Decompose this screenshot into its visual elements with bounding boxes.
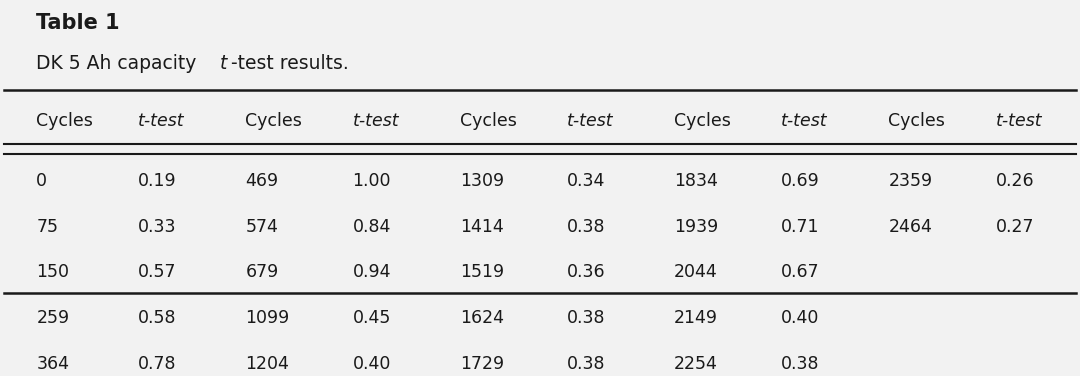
Text: 1.00: 1.00 [352, 172, 391, 190]
Text: Cycles: Cycles [888, 112, 945, 130]
Text: 0.34: 0.34 [567, 172, 605, 190]
Text: 0.84: 0.84 [352, 218, 391, 236]
Text: 0: 0 [37, 172, 48, 190]
Text: t-test: t-test [567, 112, 613, 130]
Text: 0.38: 0.38 [567, 309, 605, 327]
Text: 0.40: 0.40 [781, 309, 820, 327]
Text: 0.71: 0.71 [781, 218, 820, 236]
Text: t-test: t-test [996, 112, 1042, 130]
Text: 1204: 1204 [245, 355, 289, 373]
Text: t: t [220, 54, 227, 73]
Text: 0.45: 0.45 [352, 309, 391, 327]
Text: t-test: t-test [781, 112, 827, 130]
Text: Cycles: Cycles [460, 112, 516, 130]
Text: 364: 364 [37, 355, 69, 373]
Text: t-test: t-test [138, 112, 185, 130]
Text: 259: 259 [37, 309, 69, 327]
Text: 2254: 2254 [674, 355, 718, 373]
Text: 2359: 2359 [888, 172, 932, 190]
Text: 1624: 1624 [460, 309, 503, 327]
Text: 0.40: 0.40 [352, 355, 391, 373]
Text: 1309: 1309 [460, 172, 503, 190]
Text: 2044: 2044 [674, 264, 718, 282]
Text: 1414: 1414 [460, 218, 503, 236]
Text: 0.78: 0.78 [138, 355, 177, 373]
Text: 1099: 1099 [245, 309, 289, 327]
Text: 0.38: 0.38 [567, 218, 605, 236]
Text: 75: 75 [37, 218, 58, 236]
Text: 0.19: 0.19 [138, 172, 177, 190]
Text: Cycles: Cycles [674, 112, 731, 130]
Text: 0.57: 0.57 [138, 264, 177, 282]
Text: DK 5 Ah capacity: DK 5 Ah capacity [37, 54, 203, 73]
Text: 469: 469 [245, 172, 279, 190]
Text: 1939: 1939 [674, 218, 718, 236]
Text: 1729: 1729 [460, 355, 503, 373]
Text: 0.36: 0.36 [567, 264, 606, 282]
Text: 2149: 2149 [674, 309, 718, 327]
Text: 0.33: 0.33 [138, 218, 177, 236]
Text: 0.38: 0.38 [567, 355, 605, 373]
Text: 0.27: 0.27 [996, 218, 1034, 236]
Text: 0.67: 0.67 [781, 264, 820, 282]
Text: 679: 679 [245, 264, 279, 282]
Text: Cycles: Cycles [37, 112, 93, 130]
Text: 2464: 2464 [888, 218, 932, 236]
Text: 150: 150 [37, 264, 69, 282]
Text: 1519: 1519 [460, 264, 503, 282]
Text: 0.69: 0.69 [781, 172, 820, 190]
Text: 1834: 1834 [674, 172, 718, 190]
Text: t-test: t-test [352, 112, 400, 130]
Text: 0.94: 0.94 [352, 264, 391, 282]
Text: 0.26: 0.26 [996, 172, 1034, 190]
Text: -test results.: -test results. [231, 54, 349, 73]
Text: 0.38: 0.38 [781, 355, 820, 373]
Text: 574: 574 [245, 218, 279, 236]
Text: 0.58: 0.58 [138, 309, 177, 327]
Text: Cycles: Cycles [245, 112, 302, 130]
Text: Table 1: Table 1 [37, 13, 120, 33]
